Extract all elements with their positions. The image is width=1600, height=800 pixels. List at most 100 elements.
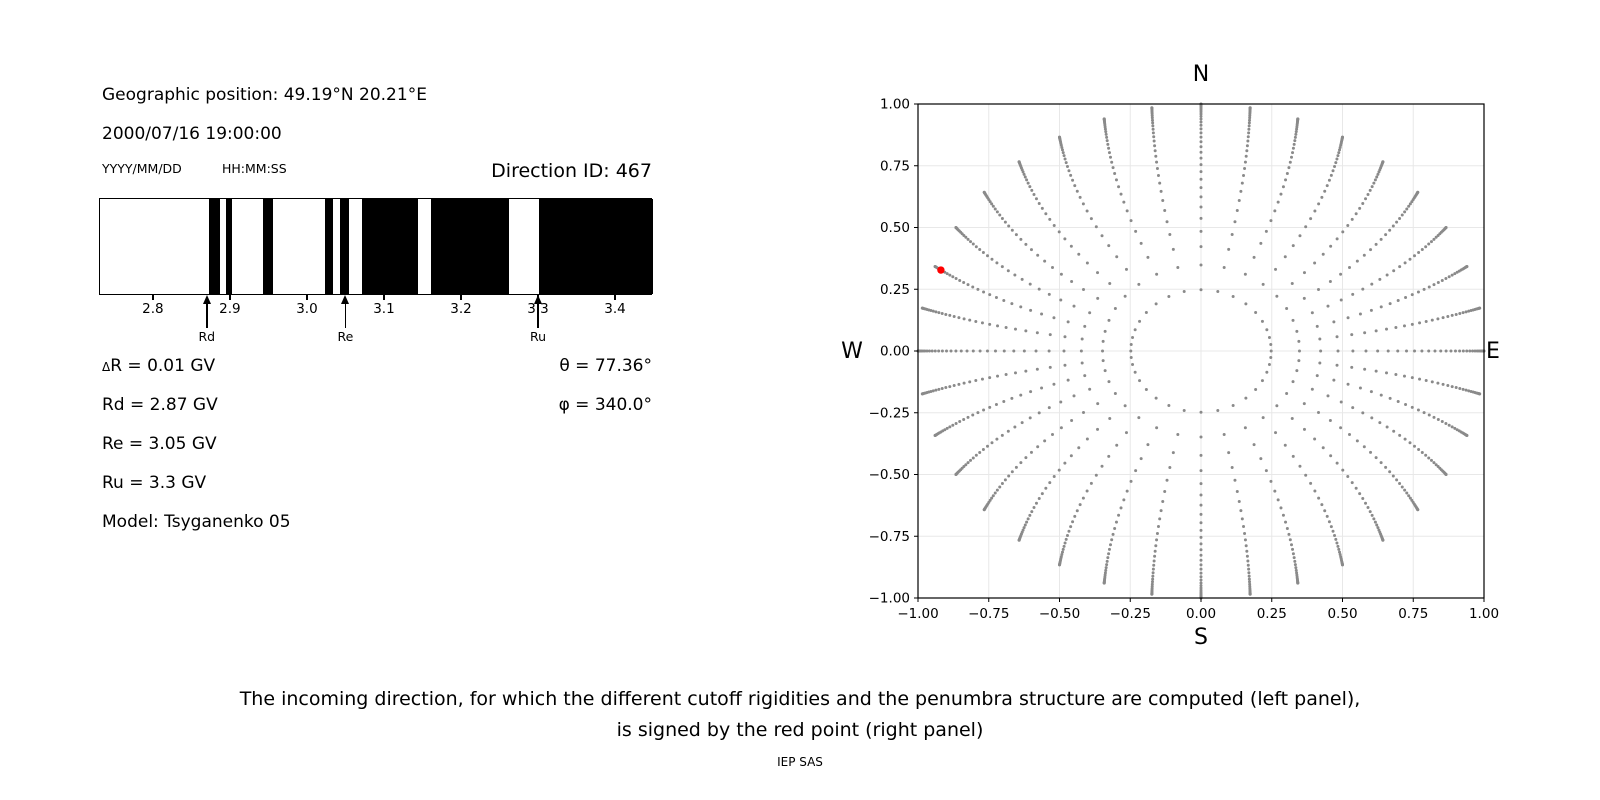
direction-dot bbox=[1012, 349, 1016, 353]
direction-dot bbox=[1199, 140, 1203, 144]
direction-dot bbox=[1243, 531, 1247, 535]
direction-dot bbox=[1108, 281, 1112, 285]
direction-dot bbox=[1106, 556, 1110, 560]
direction-dot bbox=[1338, 553, 1342, 557]
direction-dot bbox=[1291, 380, 1295, 384]
direction-dot bbox=[966, 283, 970, 287]
direction-dot bbox=[988, 405, 992, 409]
direction-dot bbox=[1432, 461, 1436, 465]
direction-dot bbox=[1029, 248, 1033, 252]
direction-dot bbox=[1350, 333, 1354, 337]
direction-dot bbox=[1335, 363, 1339, 367]
direction-dot bbox=[1295, 127, 1299, 131]
direction-dot bbox=[1152, 139, 1156, 143]
direction-dot bbox=[1336, 154, 1340, 158]
direction-dot bbox=[1066, 320, 1070, 324]
direction-dot bbox=[1002, 349, 1006, 353]
direction-dot bbox=[1366, 506, 1370, 510]
direction-dot bbox=[1105, 559, 1109, 563]
direction-dot bbox=[1319, 349, 1323, 353]
direction-dot bbox=[1139, 457, 1143, 461]
direction-dot bbox=[1304, 225, 1308, 229]
direction-dot bbox=[1410, 293, 1414, 297]
direction-dot bbox=[985, 254, 989, 258]
direction-dot bbox=[1331, 169, 1335, 173]
direction-dot bbox=[1227, 247, 1231, 251]
direction-dot bbox=[1388, 470, 1392, 474]
direction-dot bbox=[1260, 319, 1264, 323]
direction-dot bbox=[1297, 349, 1301, 353]
direction-dot bbox=[1156, 174, 1160, 178]
direction-dot bbox=[1373, 520, 1377, 524]
direction-dot bbox=[1063, 157, 1067, 161]
direction-dot bbox=[1363, 367, 1367, 371]
direction-dot bbox=[954, 277, 958, 281]
direction-dot bbox=[1081, 496, 1085, 500]
direction-dot bbox=[1291, 151, 1295, 155]
plot-border bbox=[917, 103, 1485, 599]
direction-dot bbox=[1231, 295, 1235, 299]
direction-dot bbox=[1106, 142, 1110, 146]
direction-dot bbox=[1131, 363, 1135, 367]
y-tick-label: −0.50 bbox=[869, 467, 910, 483]
direction-dot bbox=[1078, 195, 1082, 199]
direction-dot bbox=[1088, 311, 1092, 315]
direction-dot bbox=[1313, 437, 1317, 441]
direction-dot bbox=[968, 318, 972, 322]
direction-dot bbox=[1329, 454, 1333, 458]
direction-dot bbox=[1370, 185, 1374, 189]
direction-dot bbox=[1294, 568, 1298, 572]
direction-dot bbox=[957, 382, 961, 386]
direction-dot bbox=[1455, 270, 1459, 274]
direction-dot bbox=[981, 447, 985, 451]
direction-dot bbox=[1283, 255, 1287, 259]
direction-dot bbox=[1040, 312, 1044, 316]
direction-dot bbox=[1114, 520, 1118, 524]
direction-dot bbox=[1155, 426, 1159, 430]
direction-dot bbox=[1199, 548, 1203, 552]
direction-dot bbox=[952, 384, 956, 388]
direction-dot bbox=[1113, 526, 1117, 530]
direction-dot bbox=[1461, 311, 1465, 315]
direction-dot bbox=[1034, 501, 1038, 505]
direction-dot bbox=[1403, 437, 1407, 441]
direction-dot bbox=[1374, 369, 1378, 373]
direction-dot bbox=[1113, 172, 1117, 176]
x-tick-label: −0.25 bbox=[1110, 606, 1151, 622]
direction-dot bbox=[1199, 186, 1203, 190]
direction-dot bbox=[974, 245, 978, 249]
direction-dot bbox=[944, 312, 948, 316]
direction-dot bbox=[1269, 479, 1273, 483]
direction-dot bbox=[1034, 349, 1038, 353]
penumbra-band bbox=[324, 199, 333, 294]
direction-dot bbox=[940, 349, 944, 353]
direction-dot bbox=[1161, 500, 1165, 504]
direction-dot bbox=[1354, 486, 1358, 490]
direction-dot bbox=[1363, 331, 1367, 335]
direction-dot bbox=[1064, 537, 1068, 541]
direction-dot bbox=[1467, 389, 1471, 393]
direction-dot bbox=[937, 349, 941, 353]
direction-dot bbox=[1222, 265, 1226, 269]
direction-dot bbox=[1368, 510, 1372, 514]
axis-label-w: W bbox=[841, 339, 863, 364]
direction-dot bbox=[1119, 506, 1123, 510]
direction-dot bbox=[1364, 501, 1368, 505]
direction-dot bbox=[969, 458, 973, 462]
direction-dot bbox=[1410, 405, 1414, 409]
direction-dot bbox=[1338, 148, 1342, 152]
direction-dot bbox=[1144, 311, 1148, 315]
direction-dot bbox=[990, 441, 994, 445]
direction-dot bbox=[1316, 287, 1320, 291]
direction-dot bbox=[1338, 145, 1342, 149]
axis-tick bbox=[460, 295, 462, 300]
direction-dot bbox=[1244, 154, 1248, 158]
direction-dot bbox=[1453, 272, 1457, 276]
rd-arrow bbox=[206, 302, 208, 328]
direction-dot bbox=[1036, 253, 1040, 257]
axis-tick-label: 3.1 bbox=[373, 301, 395, 317]
direction-dot bbox=[1044, 486, 1048, 490]
direction-dot bbox=[1237, 500, 1241, 504]
direction-dot bbox=[1153, 554, 1157, 558]
param-phi: φ = 340.0° bbox=[558, 395, 652, 415]
